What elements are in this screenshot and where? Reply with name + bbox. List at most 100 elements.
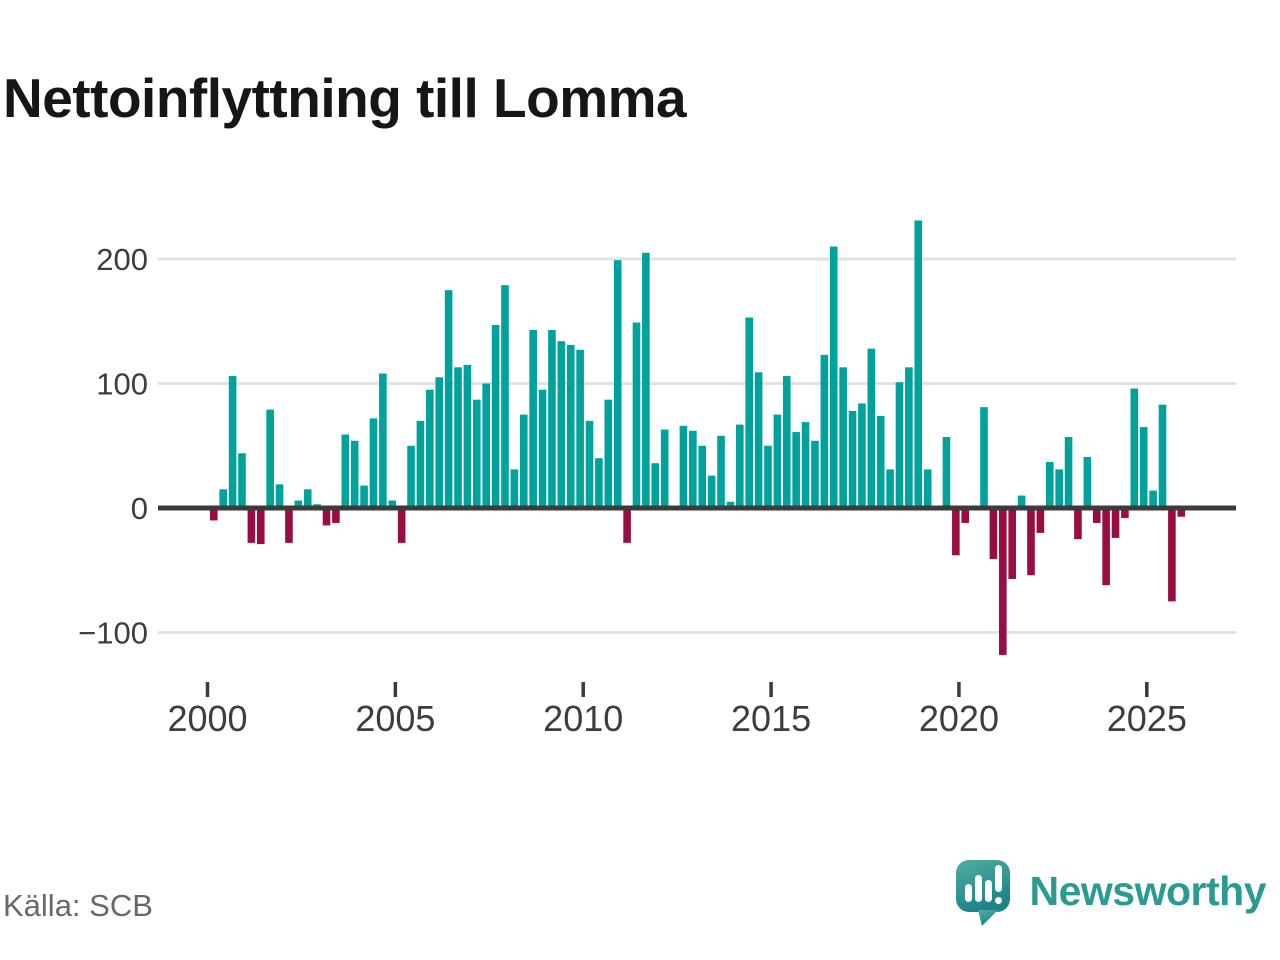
bar-2001Q2 [256,508,265,545]
bar-2011Q2 [632,322,641,508]
bar-2018Q2 [895,382,904,508]
bar-2015Q4 [801,422,810,508]
y-tick-label-200: 200 [96,242,148,277]
bar-2009Q2 [557,341,566,508]
bar-2000Q1 [210,508,218,521]
bar-2007Q3 [491,324,500,508]
bar-2025Q4 [1177,508,1186,517]
bar-2021Q2 [1008,508,1017,579]
bar-2004Q4 [388,500,397,508]
bar-2008Q4 [538,389,547,508]
bar-2011Q3 [642,252,650,508]
x-tick-label-2015: 2015 [731,698,811,739]
bar-2008Q3 [529,329,537,508]
bar-2022Q1 [1036,508,1045,533]
bar-2004Q1 [360,485,368,508]
bar-2001Q1 [247,508,256,543]
bar-2024Q2 [1121,508,1129,518]
bar-2006Q4 [463,364,472,508]
bar-2014Q4 [764,445,772,508]
bar-2013Q4 [726,501,735,508]
bar-2003Q4 [350,440,359,508]
bar-2002Q2 [294,500,303,508]
bar-2021Q1 [999,508,1007,655]
bar-2020Q3 [980,407,988,508]
newsworthy-wordmark: Newsworthy [1029,867,1267,914]
bar-2005Q1 [397,508,406,543]
bar-2015Q2 [782,376,791,508]
newsworthy-logo: Newsworthy [952,860,1267,926]
bar-2016Q3 [829,246,838,509]
bar-2016Q4 [839,367,847,508]
x-tick-label-2020: 2020 [919,698,999,739]
bar-2015Q3 [792,432,800,508]
bar-2023Q1 [1074,508,1082,540]
bar-2018Q3 [905,367,913,508]
bar-2011Q4 [651,463,660,508]
bar-2000Q3 [228,376,237,508]
bar-2008Q2 [519,414,528,508]
bar-2003Q1 [322,508,331,526]
bar-2025Q2 [1158,404,1167,508]
bar-2015Q1 [773,414,782,508]
bar-2014Q3 [754,372,763,508]
y-tick-label--100: −100 [78,616,148,651]
bar-2009Q3 [566,344,575,508]
bar-2010Q1 [585,420,594,508]
bar-2025Q1 [1149,490,1157,508]
bar-2020Q4 [989,508,998,560]
chart-title: Nettoinflyttning till Lomma [3,66,687,129]
bar-2019Q3 [942,437,951,508]
bar-2000Q4 [238,453,246,508]
bar-2005Q3 [416,420,425,508]
bar-2024Q4 [1139,427,1148,508]
bar-2010Q4 [613,260,622,508]
bar-2017Q2 [858,403,866,508]
bar-2021Q4 [1027,508,1035,576]
bar-2023Q4 [1102,508,1110,586]
bar-2018Q1 [886,469,894,508]
bar-2005Q2 [407,445,415,508]
y-tick-label-0: 0 [131,491,148,526]
bar-2024Q3 [1130,388,1139,508]
bar-2017Q3 [867,348,876,508]
bar-2022Q3 [1055,469,1063,508]
x-tick-label-2025: 2025 [1107,698,1187,739]
bar-2022Q4 [1064,437,1073,508]
bar-2007Q1 [473,399,481,508]
bar-2016Q2 [820,354,829,508]
bar-2017Q4 [876,415,885,508]
bar-2017Q1 [848,410,857,508]
bar-2013Q2 [707,475,716,508]
bar-2006Q3 [454,367,462,508]
bar-2008Q1 [510,469,519,508]
bar-2019Q4 [952,508,960,556]
bar-2004Q3 [379,373,387,508]
bar-2022Q2 [1045,461,1054,508]
bar-2009Q4 [576,349,584,508]
bar-2012Q4 [689,430,697,508]
bar-2000Q2 [219,489,227,508]
bar-2014Q2 [745,317,754,508]
bar-2003Q2 [332,508,340,523]
bar-2018Q4 [914,220,923,508]
bar-2010Q2 [595,458,603,508]
bar-2021Q3 [1017,495,1026,508]
bar-2013Q3 [717,435,725,508]
bar-2007Q2 [482,383,490,508]
bar-2002Q1 [285,508,293,543]
source-caption: Källa: SCB [3,888,153,923]
x-tick-label-2010: 2010 [543,698,623,739]
x-tick-label-2000: 2000 [167,698,247,739]
bar-2006Q2 [444,290,453,508]
bar-2014Q1 [736,424,744,508]
newsworthy-bubble-icon [955,860,1010,926]
bar-2012Q3 [679,425,688,508]
bar-2013Q1 [698,445,707,508]
bar-2024Q1 [1111,508,1120,538]
bar-2012Q1 [660,429,669,508]
y-tick-label-100: 100 [96,367,148,402]
bar-2001Q3 [266,409,274,508]
